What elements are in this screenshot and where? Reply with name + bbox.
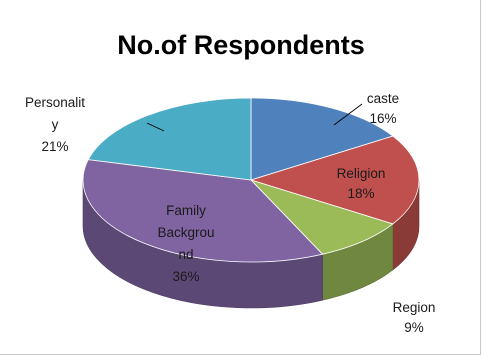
data-label-region: Region 9% <box>393 300 436 335</box>
slice-family-backgroud <box>82 159 324 263</box>
slice-religion <box>249 135 420 225</box>
leader-line-caste <box>333 103 363 126</box>
slice-personality <box>87 97 252 181</box>
pie-side-walls <box>82 179 420 309</box>
data-label-family-backgroud: Family Backgrou nd 36% <box>157 203 214 284</box>
pie-top-faces <box>82 97 420 263</box>
data-label-personality: Personalit y 21% <box>25 95 85 154</box>
data-label-caste: caste 16% <box>367 91 399 126</box>
data-label-religion: Religion 18% <box>337 166 386 201</box>
slice-caste <box>250 97 394 181</box>
chart-title: No.of Respondents <box>117 30 365 60</box>
data-labels: caste 16% Religion 18% Region 9% Family Backgro… <box>25 91 435 335</box>
slice-region <box>250 179 394 255</box>
leader-line-personality <box>146 122 165 132</box>
